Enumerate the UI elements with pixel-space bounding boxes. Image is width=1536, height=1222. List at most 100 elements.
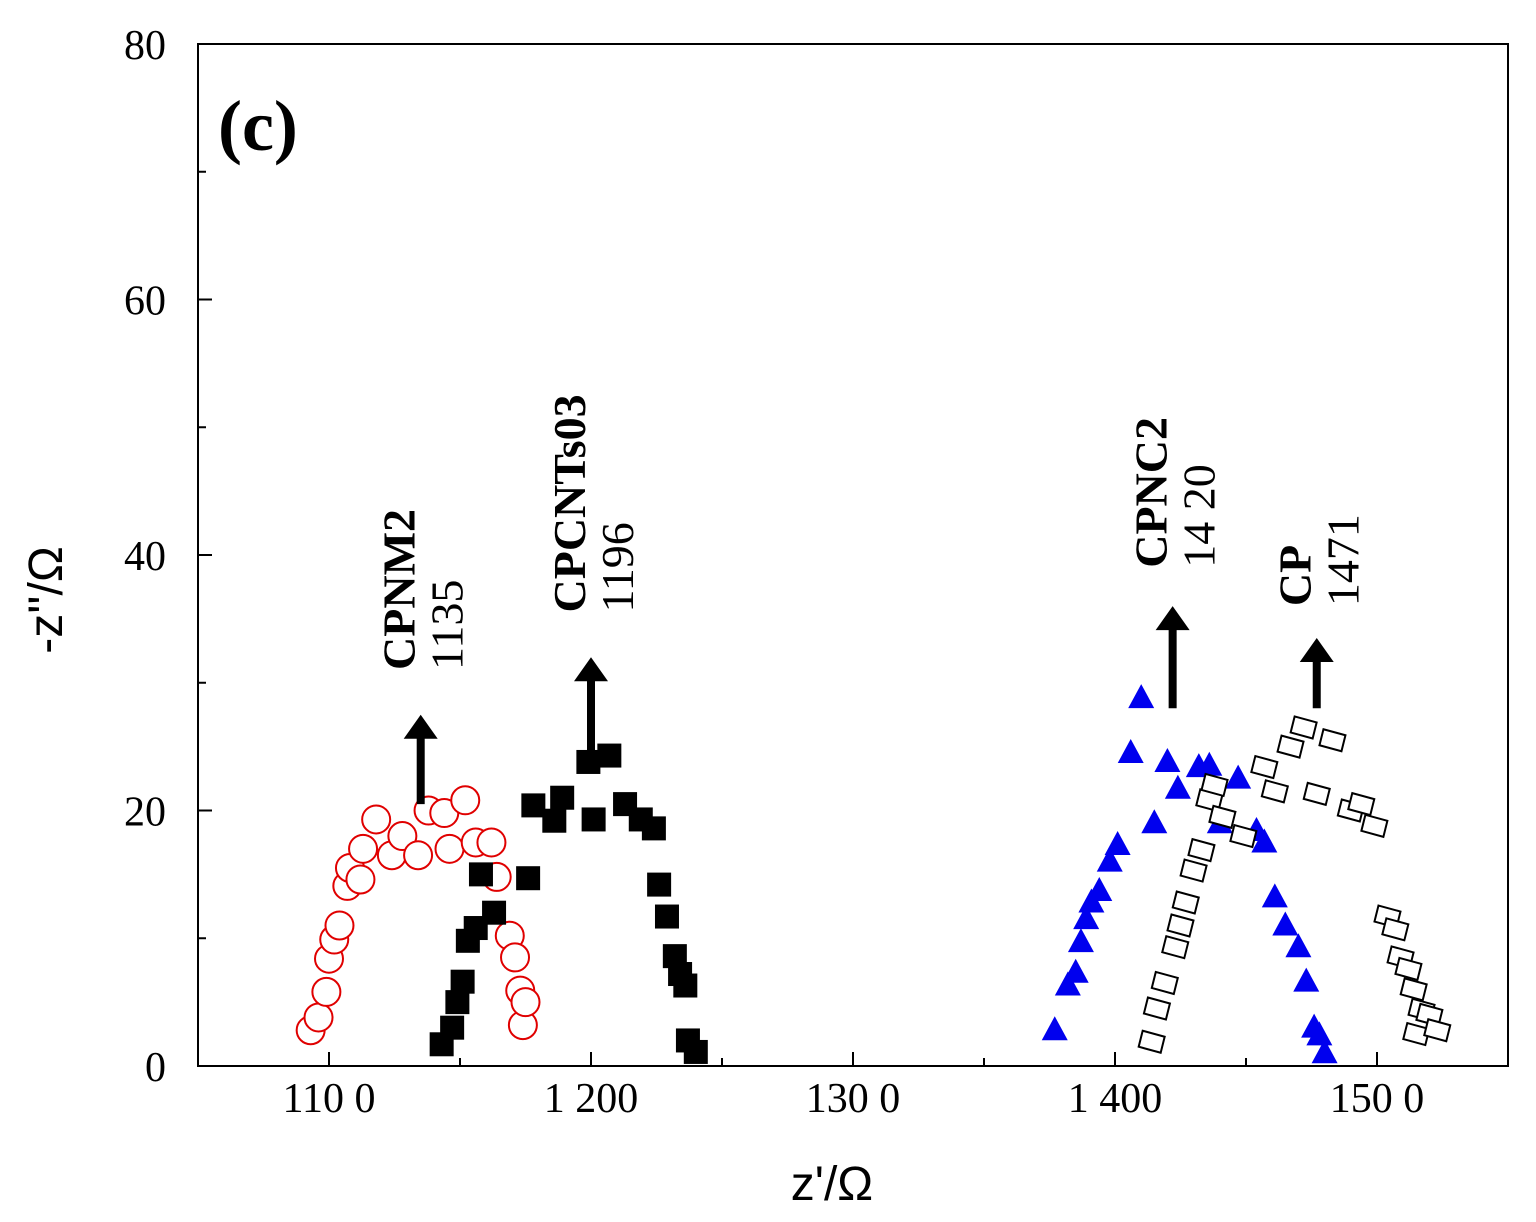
data-point: [1402, 1021, 1431, 1047]
y-tick-label: 40: [124, 534, 166, 580]
y-tick-label: 20: [124, 790, 166, 836]
data-point: [521, 793, 546, 818]
data-point: [1293, 967, 1320, 992]
data-point: [1347, 791, 1376, 817]
data-point: [311, 976, 342, 1007]
data-point: [1054, 971, 1081, 996]
data-point: [1171, 890, 1200, 915]
y-tick-label: 80: [124, 23, 166, 69]
data-point: [1276, 734, 1305, 759]
data-point: [1302, 781, 1331, 807]
annotation-value: 14 20: [1174, 464, 1225, 568]
data-point: [641, 816, 666, 841]
y-tick-label: 60: [124, 279, 166, 325]
data-point: [1423, 1017, 1452, 1043]
axis-ticks: 110 0 1 200 130 0 1 400 150 0 0 20 40 60 80: [124, 23, 1424, 1122]
y-axis-title: -z''/Ω: [20, 546, 73, 654]
data-point: [1137, 1029, 1166, 1054]
data-point: [1164, 774, 1191, 799]
data-point: [482, 900, 507, 925]
data-point: [1261, 883, 1288, 908]
data-point: [673, 973, 698, 998]
data-point: [348, 833, 379, 864]
data-point: [1062, 958, 1089, 983]
data-point: [1128, 684, 1155, 709]
arrow-head: [403, 714, 438, 739]
data-point: [1285, 933, 1312, 958]
data-point: [542, 808, 567, 833]
data-point: [1166, 913, 1195, 938]
series-layer: [295, 684, 1452, 1064]
data-point: [303, 1002, 334, 1033]
data-point: [1360, 813, 1389, 839]
data-point: [1260, 779, 1290, 804]
series-cp: [1137, 715, 1452, 1054]
data-point: [1208, 804, 1237, 830]
data-point: [1250, 754, 1279, 780]
data-point: [1225, 764, 1252, 789]
annotation-value: 1471: [1318, 514, 1369, 606]
data-point: [1067, 928, 1094, 953]
data-point: [1394, 956, 1423, 982]
data-point: [1086, 876, 1113, 901]
data-point: [1154, 747, 1181, 772]
series-cpnm2: [295, 785, 541, 1046]
annotation-label: CPCNTs03: [544, 394, 595, 612]
data-point: [1381, 917, 1410, 942]
data-point: [510, 987, 541, 1018]
arrow-head: [574, 657, 608, 682]
panel-label: (c): [218, 86, 298, 166]
x-tick-label: 1 400: [1068, 1076, 1163, 1122]
data-point: [1196, 751, 1223, 776]
data-point: [500, 942, 531, 973]
arrow-head: [1155, 606, 1190, 631]
series-cpcnts03: [429, 743, 708, 1064]
data-point: [1289, 715, 1318, 740]
data-point: [654, 904, 679, 929]
annotation-value: 1135: [422, 580, 473, 670]
data-point: [1104, 830, 1131, 855]
data-point: [516, 866, 541, 891]
data-point: [1179, 858, 1208, 883]
data-point: [1096, 847, 1123, 872]
data-point: [647, 872, 672, 897]
annotation-label: CPNM2: [374, 509, 425, 670]
data-point: [1399, 977, 1428, 1002]
annotation-label: CP: [1270, 545, 1321, 606]
data-point: [450, 969, 475, 994]
x-axis-title: z'/Ω: [791, 1158, 873, 1211]
data-point: [550, 785, 575, 810]
data-point: [324, 910, 355, 941]
series-cpnc2: [1041, 684, 1338, 1064]
data-point: [1161, 934, 1190, 960]
data-point: [403, 840, 434, 871]
data-point: [1150, 970, 1179, 996]
x-tick-label: 150 0: [1330, 1076, 1425, 1122]
data-point: [361, 804, 392, 835]
data-point: [1142, 996, 1172, 1021]
data-point: [1073, 905, 1100, 930]
data-point: [1041, 1016, 1068, 1041]
data-point: [597, 743, 622, 768]
x-tick-label: 110 0: [283, 1076, 376, 1122]
annotation-value: 1196: [592, 522, 643, 612]
data-point: [1200, 772, 1229, 798]
y-tick-label: 0: [145, 1045, 166, 1091]
data-point: [345, 864, 376, 895]
data-point: [468, 862, 493, 887]
x-tick-label: 130 0: [806, 1076, 901, 1122]
data-point: [476, 827, 507, 858]
data-point: [440, 1015, 465, 1040]
data-point: [1229, 823, 1258, 849]
data-point: [1318, 728, 1347, 753]
x-tick-label: 1 200: [544, 1076, 639, 1122]
data-point: [1306, 1021, 1333, 1046]
data-point: [445, 990, 470, 1015]
data-point: [581, 807, 606, 832]
